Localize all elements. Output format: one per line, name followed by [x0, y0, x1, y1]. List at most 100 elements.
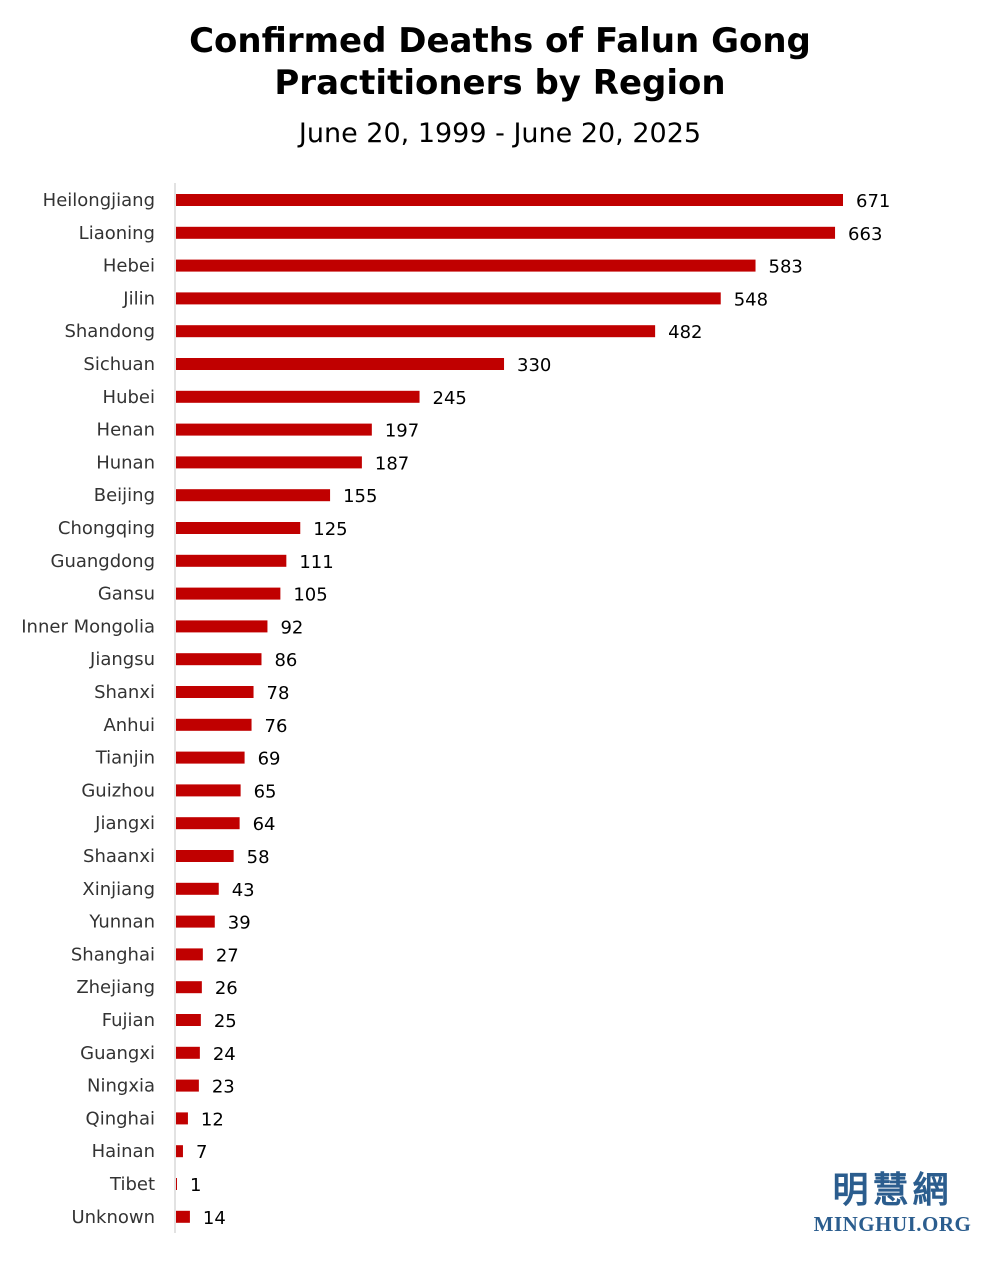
bar-value-label: 65 — [254, 781, 277, 802]
chart-title: Confirmed Deaths of Falun Gong Practitio… — [0, 20, 1000, 104]
bar-value-label: 1 — [190, 1175, 201, 1196]
bar-value-label: 7 — [196, 1142, 207, 1163]
category-tick-label: Tianjin — [95, 748, 155, 769]
category-tick-label: Zhejiang — [76, 977, 155, 998]
bar-value-label: 39 — [228, 913, 251, 934]
bar — [176, 1046, 200, 1059]
bar-value-label: 76 — [265, 716, 288, 737]
category-tick-label: Guangdong — [51, 551, 156, 572]
category-tick-label: Jiangxi — [94, 813, 155, 834]
bar-value-label: 58 — [247, 847, 270, 868]
bar-value-label: 43 — [232, 880, 255, 901]
bar — [176, 554, 287, 567]
bar — [176, 292, 721, 305]
category-tick-label: Shanxi — [94, 682, 155, 703]
bar — [176, 522, 301, 534]
bar-value-label: 23 — [212, 1077, 235, 1098]
category-tick-label: Sichuan — [83, 354, 155, 375]
category-tick-label: Guizhou — [81, 780, 155, 801]
bar-value-label: 92 — [280, 617, 303, 638]
bar — [176, 226, 836, 239]
bar-value-label: 245 — [433, 388, 467, 409]
category-tick-label: Anhui — [103, 715, 155, 736]
bar — [176, 981, 202, 994]
bar — [176, 751, 245, 764]
chart-title-line-1: Confirmed Deaths of Falun Gong — [189, 21, 811, 61]
bar-value-label: 330 — [517, 355, 551, 376]
bar — [176, 423, 372, 436]
bar — [176, 686, 254, 698]
bar-value-label: 187 — [375, 453, 409, 474]
bar-value-label: 663 — [848, 224, 882, 245]
category-tick-label: Tibet — [109, 1174, 155, 1195]
bar — [176, 194, 843, 206]
category-tick-label: Liaoning — [79, 223, 155, 244]
category-tick-label: Hainan — [92, 1141, 155, 1162]
category-tick-label: Jiangsu — [89, 649, 155, 670]
category-tick-label: Chongqing — [58, 518, 155, 539]
bar-value-label: 69 — [258, 749, 281, 770]
category-tick-label: Beijing — [94, 485, 155, 506]
category-tick-label: Heilongjiang — [43, 190, 155, 211]
category-tick-label: Qinghai — [86, 1108, 155, 1129]
bar — [176, 1210, 190, 1223]
bar-value-label: 125 — [313, 519, 347, 540]
category-tick-label: Jilin — [122, 288, 155, 309]
category-tick-label: Inner Mongolia — [21, 616, 155, 637]
logo-chinese-text: 明慧網 — [832, 1170, 953, 1211]
category-tick-label: Hubei — [103, 387, 155, 408]
logo-site-text: MINGHUI.ORG — [813, 1212, 972, 1236]
category-tick-label: Shaanxi — [83, 846, 155, 867]
bar-value-label: 27 — [216, 945, 239, 966]
bar-value-label: 24 — [213, 1044, 236, 1065]
bar-value-label: 671 — [856, 191, 890, 212]
bar-value-label: 64 — [253, 814, 276, 835]
bar — [176, 1079, 199, 1092]
bar-value-label: 105 — [293, 585, 327, 606]
bar — [176, 259, 756, 272]
bar — [176, 915, 215, 928]
category-tick-label: Fujian — [102, 1010, 155, 1031]
bar — [176, 817, 240, 830]
bar-value-label: 78 — [267, 683, 290, 704]
bar-value-label: 111 — [299, 552, 333, 573]
category-tick-label: Hunan — [96, 452, 155, 473]
category-tick-label: Yunnan — [88, 912, 155, 933]
bar — [176, 620, 268, 633]
bar-value-label: 25 — [214, 1011, 237, 1032]
bar-value-label: 482 — [668, 322, 702, 343]
bar — [176, 358, 505, 370]
bar — [176, 390, 420, 403]
chart-title-line-2: Practitioners by Region — [274, 63, 726, 103]
bar — [176, 882, 219, 895]
category-tick-label: Guangxi — [80, 1043, 155, 1064]
minghui-logo: 明慧網 MINGHUI.ORG — [800, 1170, 985, 1236]
bar — [176, 489, 331, 502]
bar — [176, 587, 281, 600]
category-tick-label: Henan — [97, 420, 155, 441]
bar — [176, 784, 241, 797]
bar-value-label: 197 — [385, 421, 419, 442]
category-tick-label: Gansu — [98, 584, 155, 605]
bar-value-label: 86 — [274, 650, 297, 671]
bar — [176, 1178, 177, 1190]
category-tick-label: Shanghai — [71, 944, 155, 965]
bar — [176, 948, 203, 961]
bar — [176, 1145, 183, 1158]
bar-value-label: 12 — [201, 1109, 224, 1130]
bar-value-label: 26 — [215, 978, 238, 999]
category-tick-label: Shandong — [64, 321, 155, 342]
category-tick-label: Unknown — [71, 1207, 155, 1228]
bar — [176, 1014, 201, 1026]
bar-value-label: 155 — [343, 486, 377, 507]
bar-value-label: 548 — [734, 289, 768, 310]
bar — [176, 1112, 188, 1125]
bar — [176, 456, 362, 469]
bar — [176, 325, 656, 338]
category-tick-label: Xinjiang — [82, 879, 155, 900]
bar — [176, 653, 262, 666]
bar-value-label: 14 — [203, 1208, 226, 1229]
category-tick-label: Hebei — [103, 256, 155, 277]
bar — [176, 850, 234, 862]
